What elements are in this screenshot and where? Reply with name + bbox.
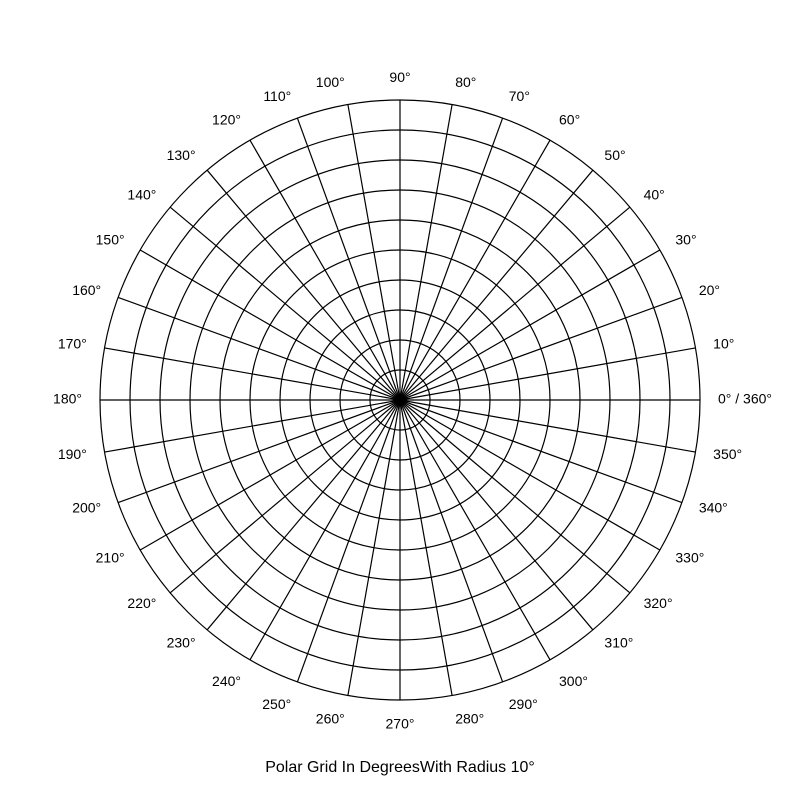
angle-label: 290° <box>509 696 538 712</box>
angle-label: 30° <box>675 232 696 248</box>
angle-label: 150° <box>96 232 125 248</box>
angle-label: 40° <box>644 186 665 202</box>
angle-label: 0° / 360° <box>718 391 772 407</box>
angle-label: 100° <box>316 74 345 90</box>
angle-label: 110° <box>263 88 291 104</box>
angle-label: 140° <box>127 186 156 202</box>
angle-label: 320° <box>644 595 673 611</box>
angle-label: 230° <box>167 634 196 650</box>
angle-label: 220° <box>127 595 156 611</box>
center-dot <box>398 398 402 402</box>
chart-caption: Polar Grid In DegreesWith Radius 10° <box>265 759 535 776</box>
angle-label: 130° <box>167 147 196 163</box>
angle-label: 90° <box>389 69 410 85</box>
polar-grid: 0° / 360° 10° 20° 30° 40° 50° 60° 70° 80° 90° 100°… <box>0 0 800 800</box>
angle-label: 300° <box>559 673 588 689</box>
angle-label: 180° <box>53 391 82 407</box>
angle-label: 10° <box>713 335 734 351</box>
angle-label: 340° <box>699 499 728 515</box>
angle-label: 200° <box>72 499 101 515</box>
angle-label: 50° <box>604 147 625 163</box>
angle-label: 210° <box>96 550 125 566</box>
angle-label: 250° <box>262 696 291 712</box>
angle-label: 120° <box>212 112 241 128</box>
angle-label: 270° <box>386 715 415 731</box>
angle-label: 70° <box>509 88 530 104</box>
angle-label: 260° <box>316 711 345 727</box>
angle-label: 160° <box>72 282 101 298</box>
angle-label: 20° <box>699 282 720 298</box>
angle-label: 310° <box>604 634 633 650</box>
angle-label: 80° <box>455 74 476 90</box>
angle-label: 280° <box>455 711 484 727</box>
angle-label: 60° <box>559 112 580 128</box>
angle-label: 240° <box>212 673 241 689</box>
angle-label: 350° <box>713 446 742 462</box>
angle-label: 330° <box>675 550 704 566</box>
angle-label: 170° <box>58 335 87 351</box>
angle-label: 190° <box>58 446 87 462</box>
